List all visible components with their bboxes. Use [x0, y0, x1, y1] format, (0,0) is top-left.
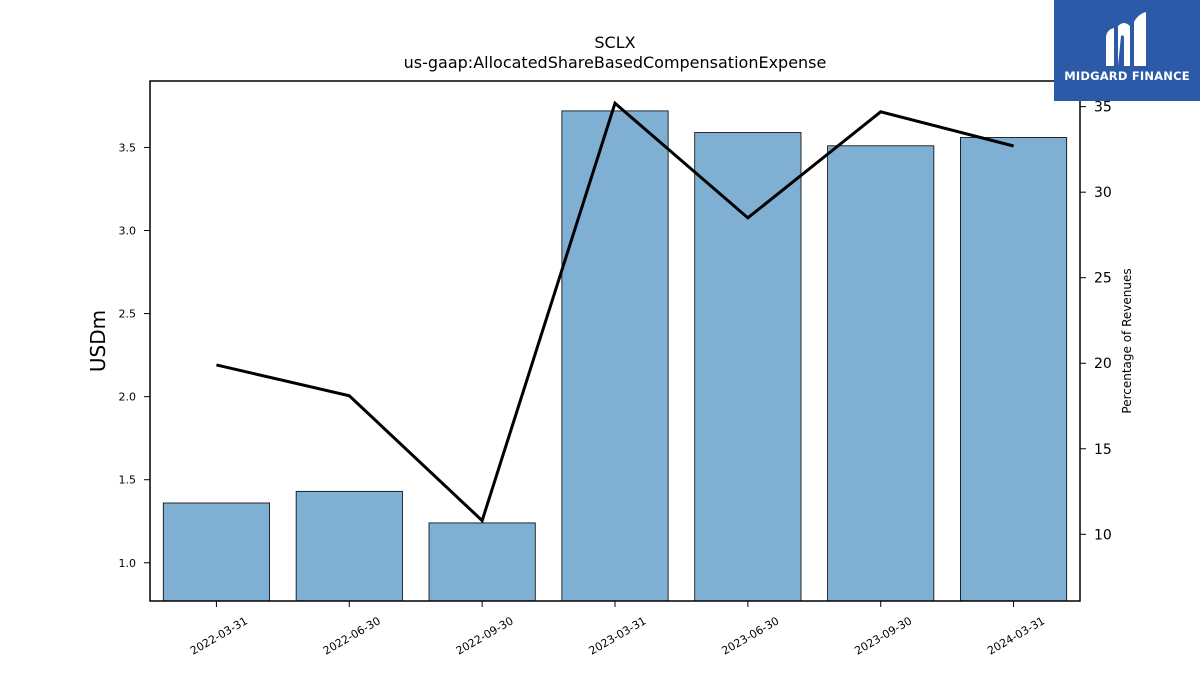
- x-tick-label: 2022-03-31: [188, 614, 250, 657]
- bar: [827, 145, 935, 602]
- chart-title: SCLX: [594, 33, 635, 52]
- y2-tick-label: 20: [1094, 356, 1112, 372]
- bar: [295, 490, 403, 602]
- y-axis-right: 10 15 20 25 30 35: [1080, 100, 1112, 543]
- line-path: [216, 100, 1014, 524]
- bar: [428, 522, 536, 602]
- bar: [960, 137, 1068, 602]
- y-tick-label: 1.5: [119, 474, 137, 487]
- brand-logo: MIDGARD FINANCE: [1054, 0, 1200, 101]
- bar-series: [162, 110, 1068, 602]
- y2-tick-label: 25: [1094, 271, 1112, 287]
- x-tick-label: 2022-09-30: [454, 614, 516, 657]
- x-axis: 2022-03-31 2022-06-30 2022-09-30 2023-03-31…: [188, 601, 1047, 658]
- x-tick-label: 2022-06-30: [321, 614, 383, 657]
- bar: [561, 110, 669, 602]
- brand-name: MIDGARD FINANCE: [1064, 69, 1190, 83]
- x-tick-label: 2023-03-31: [587, 614, 649, 657]
- y-tick-label: 3.0: [119, 225, 137, 238]
- y2-tick-label: 10: [1094, 527, 1112, 543]
- bar: [694, 132, 802, 602]
- y-tick-label: 2.0: [119, 391, 137, 404]
- x-tick-label: 2023-06-30: [719, 614, 781, 657]
- bar: [162, 502, 270, 602]
- x-tick-label: 2024-03-31: [985, 614, 1047, 657]
- y-tick-label: 2.5: [119, 308, 137, 321]
- y-tick-label: 3.5: [119, 141, 137, 154]
- midgard-m-logo-icon: [1106, 12, 1146, 66]
- y-tick-label: 1.0: [119, 557, 137, 570]
- y2-tick-label: 15: [1094, 442, 1112, 458]
- y2-tick-label: 30: [1094, 185, 1112, 201]
- y-axis-left: 1.0 1.5 2.0 2.5 3.0 3.5: [119, 141, 150, 570]
- chart-subtitle: us-gaap:AllocatedShareBasedCompensationE…: [404, 53, 827, 72]
- y-axis-label: USDm: [86, 310, 110, 372]
- x-tick-label: 2023-09-30: [852, 614, 914, 657]
- line-series: [216, 100, 1014, 524]
- y2-tick-label: 35: [1094, 100, 1112, 116]
- y2-axis-label: Percentage of Revenues: [1120, 268, 1134, 413]
